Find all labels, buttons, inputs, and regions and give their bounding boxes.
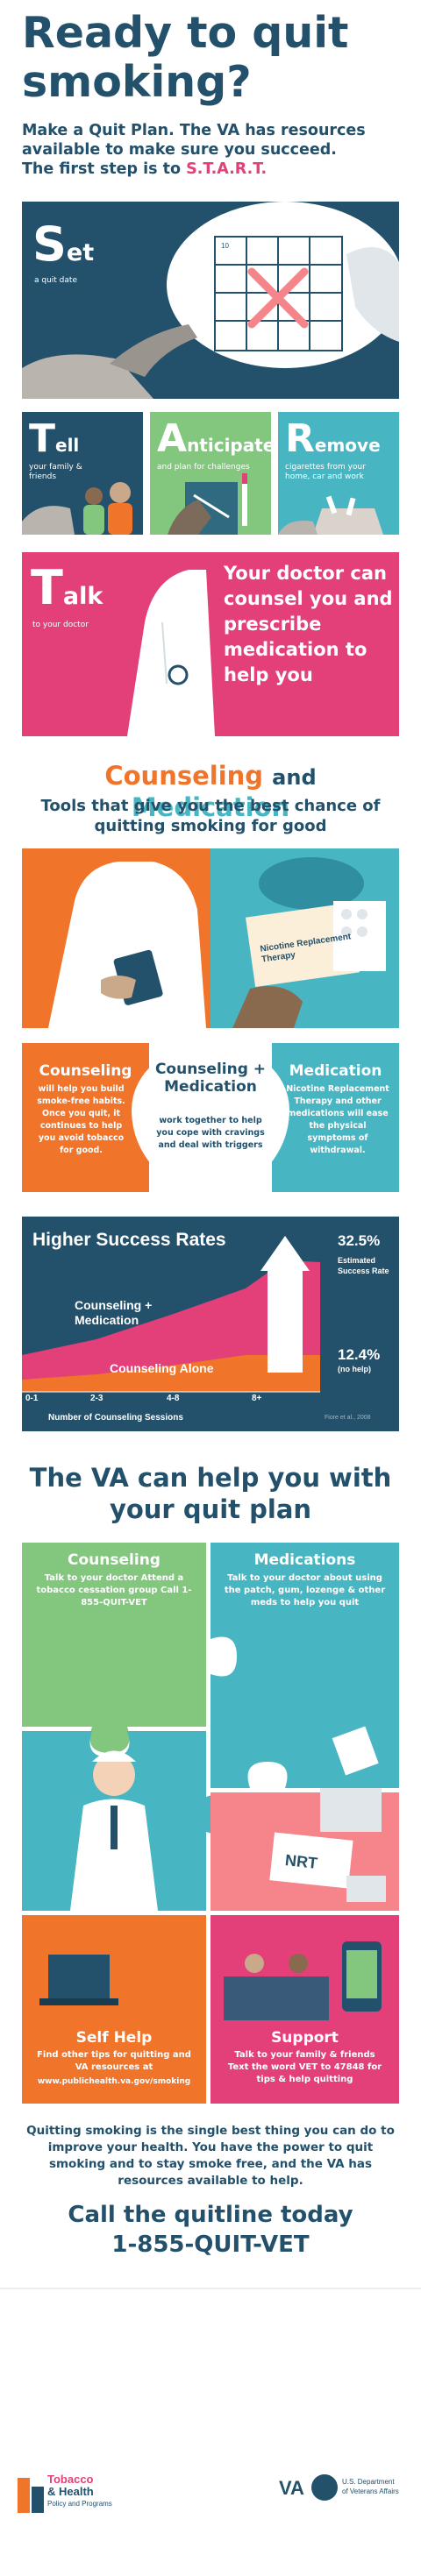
counseling-text: Talk to your doctor Attend a tobacco ces… [36,1573,192,1607]
self-help-text: Find other tips for quitting and VA reso… [37,2050,191,2072]
set-heading: Set [32,216,95,272]
nrt-label: NRT [284,1851,318,1872]
counseling-title: Counseling [68,1551,161,1569]
call-to-action: Call the quitline today 1-855-QUIT-VET [22,2200,399,2260]
card-counseling [22,1043,149,1192]
footer-logo-left: Tobacco & Health Policy and Programs [16,2472,147,2542]
tobacco-health-logo-icon [18,2478,44,2513]
nrt-box-icon [269,1832,353,1889]
couch-icon [224,1976,329,2020]
cm-subtitle: Tools that give you the best chance of q… [40,797,381,835]
remove-heading: Remove [285,416,381,461]
success-chart: Higher Success Rates 32.5% Estimated Suc… [22,1217,399,1431]
tell-desc: your family & friends [29,463,82,481]
start-prefix: The first step is to [22,160,181,178]
va-department: U.S. Department of Veterans Affairs [342,2478,399,2495]
medications-text: Talk to your doctor about using the patc… [224,1573,386,1607]
chart-source: Fiore et al., 2008 [325,1415,371,1421]
talk-heading: Talk [31,560,103,615]
support-title: Support [271,2029,339,2047]
support-text: Talk to your family & friends Text the w… [227,2050,382,2084]
hand-icon [168,500,211,535]
doctor-icon [93,1754,135,1796]
arrow-shaft [268,1269,303,1373]
set-panel: Set a quit date 10 [22,202,399,399]
page-title: Ready to quit smoking? [22,8,349,107]
hand-icon [22,506,75,535]
logo-word-3: Policy and Programs [47,2500,112,2508]
tell-heading: Tell [29,416,80,461]
va-seal-icon [311,2474,338,2501]
card-combined-title: Counseling + Medication [154,1061,267,1096]
remove-desc: cigarettes from your home, car and work [285,463,366,481]
card-counseling-title: Counseling [39,1062,132,1080]
card-medication-text: Nicotine Replacement Therapy and other m… [286,1084,389,1155]
va-logo: VA [279,2477,304,2499]
tell-tile: Tell your family & friends [22,412,143,535]
area-alone [22,1355,320,1392]
x-axis-label: Number of Counseling Sessions [48,1413,183,1423]
remove-tile: Remove cigarettes from your home, car an… [278,412,399,535]
self-help-title: Self Help [75,2029,153,2047]
x-ticks: 0-1 2-3 4-8 8+ [22,1394,399,1411]
card-counseling-text: will help you build smoke-free habits. O… [37,1084,125,1155]
talk-message: Your doctor can counsel you and prescrib… [224,563,393,685]
arrow-head [260,1236,310,1271]
x-tick: 2-3 [90,1394,103,1403]
page-subtitle: Make a Quit Plan. The VA has resources a… [22,122,366,159]
talk-desc: to your doctor [32,621,89,629]
series-label-alone: Counseling Alone [110,1361,214,1375]
chart-annotation-top-desc: Estimated Success Rate [338,1256,389,1275]
va-help-title: The VA can help you with your quit plan [29,1463,392,1524]
call-line2[interactable]: 1-855-QUIT-VET [111,2232,310,2258]
x-tick: 0-1 [25,1394,39,1403]
x-tick: 8+ [252,1394,262,1403]
calendar-day: 10 [221,242,229,250]
anticipate-desc: and plan for challenges [157,463,250,472]
hand-icon [278,521,318,535]
va-help-puzzle: Counseling Talk to your doctor Attend a … [22,1543,399,2104]
anticipate-heading: Anticipate [157,416,271,461]
chart-title: Higher Success Rates [32,1230,226,1250]
card-combined [132,1043,289,1192]
chart-annotation-top: 32.5% [338,1232,381,1249]
set-illustration [22,202,399,399]
logo-word-1: Tobacco [47,2473,94,2486]
chart-annotation-bottom: 12.4% [338,1346,381,1363]
closing-text: Quitting smoking is the single best thin… [26,2124,395,2188]
cm-title: Counseling and Medication [104,761,317,822]
set-desc: a quit date [34,276,77,285]
nrt-box-icon [246,903,360,987]
laptop-icon [48,1955,110,1998]
logo-word-2: & Health [47,2485,94,2498]
cross-mark-icon [247,267,309,329]
chart-svg [22,1236,320,1393]
cm-cards: Counseling will help you build smoke-fre… [22,1043,399,1192]
doctor-coat-icon [48,862,206,1028]
puzzle-medications [210,1543,399,1788]
self-help-link[interactable]: www.publichealth.va.gov/smoking [37,2077,191,2086]
medications-title: Medications [253,1551,356,1569]
chart-annotation-bottom-desc: (no help) [338,1365,371,1373]
talk-panel: Talk to your doctor [22,552,399,736]
start-word: S.T.A.R.T. [186,160,268,178]
start-line: The first step is to S.T.A.R.T. [22,160,417,179]
anticipate-tile: Anticipate and plan for challenges [150,412,271,535]
footer-divider [0,2288,421,2289]
cm-illustration: Nicotine Replacement Therapy [22,848,399,1028]
card-medication [272,1043,399,1192]
series-label-combined: Counseling + Medication [75,1298,153,1327]
doctor-coat-icon [127,570,215,736]
x-tick: 4-8 [167,1394,180,1403]
call-line1: Call the quitline today [68,2202,353,2228]
card-combined-text: work together to help you cope with crav… [156,1116,265,1150]
puzzle-counseling [22,1543,206,1753]
card-medication-title: Medication [289,1062,382,1080]
